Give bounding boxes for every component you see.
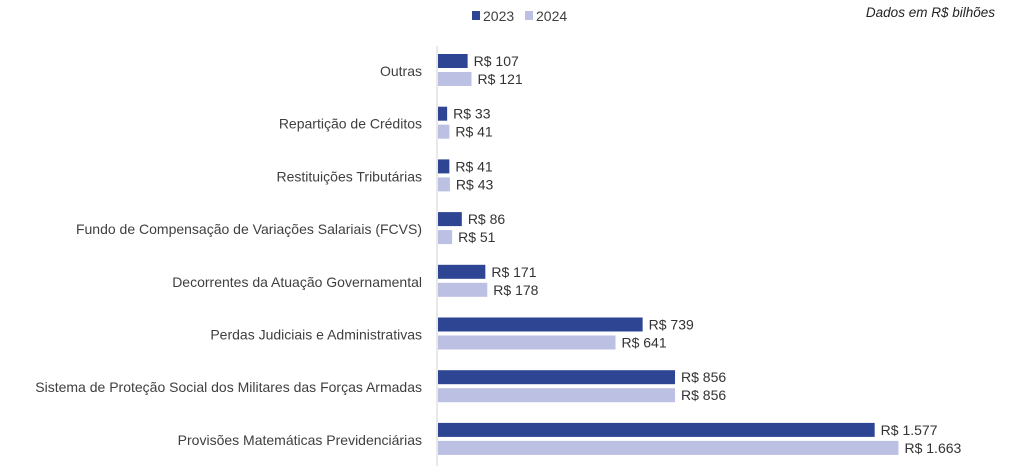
bar-2023 [438,422,875,437]
bar-2023 [438,159,450,174]
bars [438,54,899,455]
data-label-2024: R$ 41 [455,124,493,140]
category-label: Repartição de Créditos [279,116,422,132]
category-label: Sistema de Proteção Social dos Militares… [35,379,422,395]
bar-2024 [438,124,450,139]
legend-label-2023: 2023 [483,8,514,24]
bar-2024 [438,388,676,403]
bar-2024 [438,230,453,245]
data-label-2023: R$ 86 [468,211,506,227]
bar-2023 [438,54,468,68]
data-label-2024: R$ 641 [621,335,666,351]
data-label-2023: R$ 33 [453,106,491,122]
data-label-2024: R$ 51 [458,229,496,245]
value-labels: R$ 107 R$ 121 R$ 33 R$ 41 R$ 41 R$ 43 R$ 86 R$ … [453,53,961,456]
data-label-2024: R$ 856 [681,387,726,403]
legend-swatch-2024 [525,11,533,20]
data-label-2023: R$ 41 [455,158,493,174]
data-label-2023: R$ 856 [681,369,726,385]
category-label: Outras [380,63,422,79]
bar-2024 [438,282,488,297]
category-label: Provisões Matemáticas Previdenciárias [178,432,422,448]
data-label-2023: R$ 171 [491,264,536,280]
data-label-2024: R$ 43 [456,176,494,192]
bar-2023 [438,317,643,332]
units-note: Dados em R$ bilhões [865,5,995,20]
data-label-2024: R$ 1.663 [904,440,961,456]
category-label: Fundo de Compensação de Variações Salari… [76,221,422,237]
bar-2023 [438,370,676,385]
bar-2024 [438,177,450,192]
data-label-2024: R$ 121 [478,71,523,87]
bar-2024 [438,72,472,86]
data-label-2023: R$ 1.577 [881,422,938,438]
data-label-2024: R$ 178 [493,282,538,298]
category-label: Decorrentes da Atuação Governamental [172,274,422,290]
category-label: Perdas Judiciais e Administrativas [210,327,422,343]
bar-2023 [438,106,448,121]
legend: 2023 2024 [472,8,567,24]
bar-2023 [438,212,462,227]
data-label-2023: R$ 739 [649,317,694,333]
legend-label-2024: 2024 [536,8,567,24]
data-label-2023: R$ 107 [474,53,519,69]
legend-swatch-2023 [472,11,480,20]
category-labels: Outras Repartição de Créditos Restituições… [35,63,422,448]
bar-2024 [438,335,616,350]
category-label: Restituições Tributárias [276,168,422,184]
bar-2024 [438,440,899,455]
bar-2023 [438,264,486,279]
